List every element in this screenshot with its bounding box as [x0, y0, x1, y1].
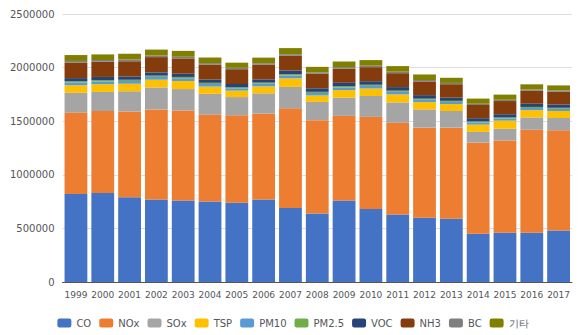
svg-text:2015: 2015 [494, 290, 517, 300]
svg-text:TSP: TSP [213, 318, 233, 329]
svg-text:2000: 2000 [91, 290, 114, 300]
svg-text:2007: 2007 [279, 290, 302, 300]
svg-text:2017: 2017 [547, 290, 570, 300]
svg-text:NH3: NH3 [420, 318, 441, 329]
svg-text:1000000: 1000000 [10, 169, 55, 180]
svg-text:2001: 2001 [118, 290, 141, 300]
svg-text:NOx: NOx [118, 318, 139, 329]
svg-text:기타: 기타 [509, 318, 529, 329]
svg-text:2000000: 2000000 [10, 62, 55, 73]
svg-text:2012: 2012 [413, 290, 436, 300]
svg-text:1500000: 1500000 [10, 116, 55, 127]
svg-text:2011: 2011 [386, 290, 409, 300]
svg-text:2016: 2016 [520, 290, 543, 300]
svg-text:2009: 2009 [333, 290, 356, 300]
svg-text:0: 0 [48, 277, 54, 288]
svg-text:CO: CO [76, 318, 91, 329]
svg-text:SOx: SOx [167, 318, 187, 329]
svg-text:VOC: VOC [371, 318, 393, 329]
svg-text:2013: 2013 [440, 290, 463, 300]
svg-text:PM2.5: PM2.5 [314, 318, 345, 329]
svg-text:2002: 2002 [145, 290, 168, 300]
svg-text:2500000: 2500000 [10, 9, 55, 20]
svg-text:2008: 2008 [306, 290, 329, 300]
svg-text:PM10: PM10 [259, 318, 286, 329]
svg-text:2005: 2005 [225, 290, 248, 300]
svg-text:2010: 2010 [359, 290, 382, 300]
svg-text:2004: 2004 [199, 290, 222, 300]
svg-text:2014: 2014 [467, 290, 490, 300]
svg-text:2006: 2006 [252, 290, 275, 300]
svg-text:2003: 2003 [172, 290, 195, 300]
svg-text:1999: 1999 [64, 290, 87, 300]
svg-text:BC: BC [468, 318, 482, 329]
svg-text:500000: 500000 [16, 223, 54, 234]
